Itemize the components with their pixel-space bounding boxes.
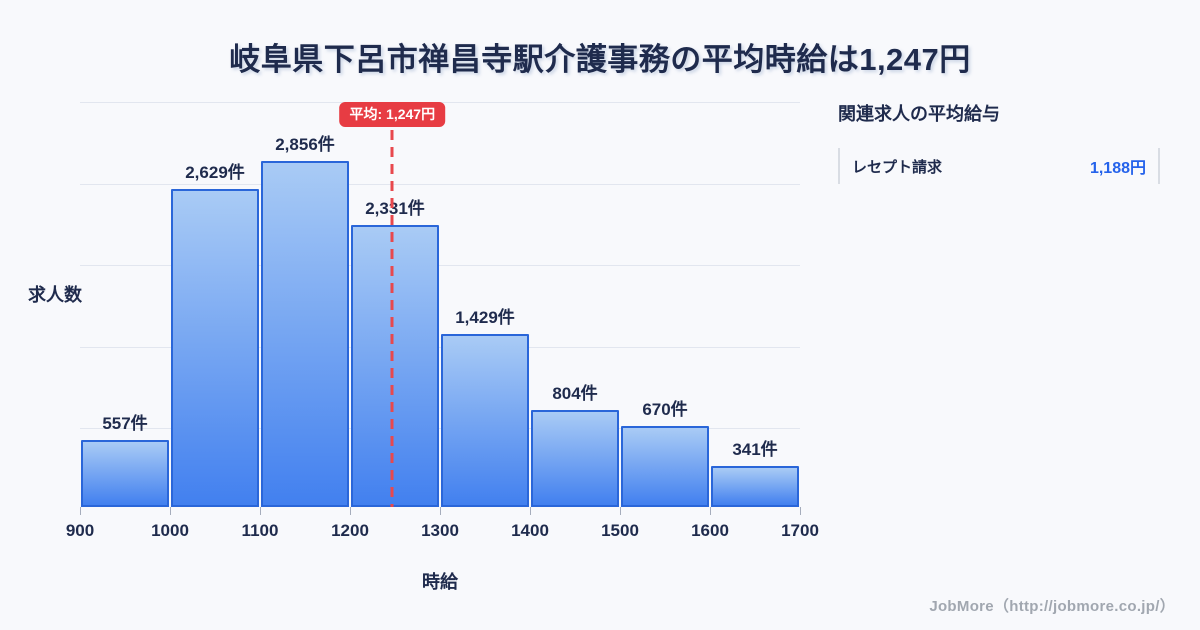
x-tick-mark (620, 507, 621, 515)
histogram-bar (441, 333, 529, 507)
x-tick-label: 1700 (781, 521, 819, 540)
bar-value-label: 804件 (552, 383, 598, 403)
mean-dashed-line (390, 130, 394, 507)
bar-value-label: 341件 (732, 439, 778, 459)
bar-value-label: 670件 (642, 399, 688, 419)
bar-value-label: 557件 (102, 413, 148, 433)
histogram-bar (81, 439, 169, 507)
x-tick-label: 1500 (601, 521, 639, 540)
y-axis-label: 求人数 (28, 285, 82, 305)
x-tick-label: 1400 (511, 521, 549, 540)
gridline (80, 346, 800, 348)
x-axis-tick-labels: 900 1000 1100 1200 1300 1400 1500 1600 1700 (66, 521, 819, 541)
bar-value-label: 2,856件 (275, 135, 335, 154)
histogram-bar (351, 224, 439, 507)
footer-credit: JobMore（http://jobmore.co.jp/） (929, 598, 1175, 615)
x-tick-label: 1100 (241, 521, 279, 540)
x-axis-label: 時給 (422, 572, 458, 592)
x-tick-mark (710, 507, 711, 515)
x-tick-mark (440, 507, 441, 515)
x-tick-label: 900 (65, 521, 95, 540)
gridline (80, 428, 800, 429)
related-job-label: レセプト請求 (852, 158, 943, 176)
page-title: 岐阜県下呂市禅昌寺駅介護事務の平均時給は1,247円 (229, 42, 971, 77)
gridline (80, 265, 800, 266)
bar-value-label: 2,629件 (185, 162, 245, 182)
histogram-bar (171, 188, 259, 507)
x-tick-label: 1200 (331, 521, 369, 540)
bar-value-label: 2,331件 (365, 198, 425, 218)
related-jobs-panel: 関連求人の平均給与 レセプト請求 1,188円 (838, 100, 1160, 184)
gridline (80, 183, 800, 185)
x-tick-label: 1300 (421, 521, 459, 540)
plot-area: 平均: 1,247円 557件 2,629件 2,856件 2,331件 1,429件 8… (80, 102, 801, 515)
x-tick-mark (530, 507, 531, 515)
x-tick-mark (80, 507, 81, 515)
x-tick-mark (350, 507, 351, 515)
x-tick-mark (170, 507, 171, 515)
x-tick-label: 1600 (691, 521, 729, 540)
x-tick-mark (260, 507, 261, 515)
histogram-bar (531, 409, 619, 507)
mean-value-badge: 平均: 1,247円 (339, 102, 446, 127)
related-job-value: 1,188円 (1089, 160, 1146, 177)
x-tick-mark (800, 507, 801, 515)
histogram-bar (621, 425, 709, 507)
bar-value-label: 1,429件 (455, 307, 515, 327)
x-tick-label: 1000 (151, 521, 189, 540)
panel-heading: 関連求人の平均給与 (838, 104, 1000, 124)
histogram-bar (711, 465, 799, 507)
panel-row: レセプト請求 1,188円 (838, 148, 1160, 184)
histogram-bar (261, 161, 349, 507)
